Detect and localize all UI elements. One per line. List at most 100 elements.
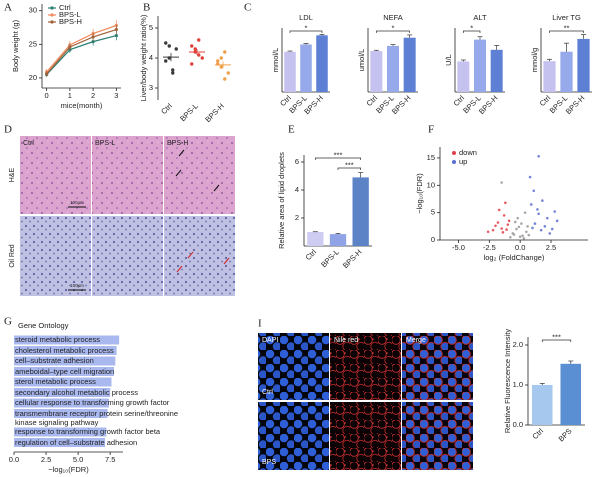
point [537, 155, 540, 158]
y-axis-label: Relative Fluorescence Intensity [503, 329, 512, 433]
x-axis-label: mice(month) [61, 101, 103, 110]
chart-title: Liver TG [552, 13, 581, 22]
point [197, 53, 201, 57]
point [500, 181, 503, 184]
x-tick-label: -5.0 [452, 243, 465, 252]
legend-marker [452, 160, 456, 164]
row-label: H&E [9, 167, 16, 182]
significance-bracket [375, 30, 411, 33]
bar [490, 49, 503, 92]
point [223, 50, 227, 54]
point [553, 210, 556, 213]
point [494, 224, 497, 228]
chart-title: ALT [473, 13, 487, 22]
point [515, 227, 518, 231]
chart-title: Gene Ontology [18, 321, 69, 330]
point [543, 225, 547, 228]
bar [543, 61, 556, 92]
label-box: response to transforming growth factor b… [15, 427, 160, 436]
y-tick-label: 4 [149, 53, 153, 62]
y-tick-label: 0 [431, 235, 435, 244]
y-tick-label: 2 [295, 213, 299, 222]
bar [560, 363, 582, 425]
bar [316, 35, 328, 92]
point [536, 208, 539, 211]
line [46, 28, 117, 75]
y-tick-label: regulation of cell–substrate adhesion [15, 437, 138, 447]
point [164, 41, 168, 45]
label-box: transmembrane receptor protein serine/th… [15, 408, 179, 428]
point [164, 59, 168, 63]
legend-label: up [459, 157, 467, 166]
column-label: DAPI [262, 337, 278, 344]
x-tick-label: 1 [68, 91, 72, 100]
chart-title: NEFA [383, 13, 403, 22]
image [164, 216, 235, 296]
bar [14, 346, 117, 355]
x-tick-label: BPS-L [178, 101, 200, 123]
bar [387, 45, 399, 92]
point [491, 228, 495, 232]
y-tick-label: cell–substrate adhesion [15, 356, 94, 365]
significance-label: *** [345, 160, 354, 169]
point [200, 56, 204, 60]
x-tick-label: 0 [45, 91, 49, 100]
marker [68, 45, 72, 49]
point [517, 225, 521, 229]
arrows [175, 149, 220, 192]
significance-bracket [462, 30, 481, 33]
bar [403, 37, 416, 92]
panel-label: E [288, 124, 295, 136]
panel-label: G [4, 316, 12, 328]
point [523, 211, 527, 214]
y-tick-label: transmembrane receptor protein serine/th… [15, 408, 179, 428]
y-axis-label: Liver/body weight ratio(%) [139, 14, 148, 101]
scale-bar-label: 100μm [70, 283, 84, 288]
bar [307, 232, 324, 246]
point [497, 208, 501, 212]
image [258, 402, 329, 470]
y-tick-label: 10 [427, 180, 435, 189]
legend-label: Ctrl [59, 3, 71, 12]
y-axis-label: Relative area of lipid droplets [277, 152, 286, 249]
bar [14, 335, 120, 345]
x-tick-label: 0.0 [9, 455, 19, 464]
x-tick-label: 3 [114, 91, 118, 100]
fluorescence-grid: DAPI Nile red Merge Ctrl BPS [258, 333, 473, 470]
y-tick-label: sterol metabolic process [15, 377, 96, 386]
chart: G 0.0 2.5 5.0 7.5 −log₁₀(FDR) Gene Ontology ste… [4, 316, 179, 474]
point [532, 189, 536, 193]
legend-label: down [459, 148, 477, 157]
significance-label: * [392, 23, 395, 32]
bar [14, 388, 111, 397]
x-tick-label: -2.5 [483, 243, 496, 252]
x-tick-label: BPS-H [341, 247, 364, 270]
bar [14, 409, 108, 418]
y-tick-label: 15 [427, 153, 435, 162]
legend-marker [452, 151, 456, 155]
scale-bar-label: 100μm [70, 200, 84, 205]
point [506, 223, 510, 226]
bar [284, 51, 296, 92]
image [20, 216, 91, 296]
column-label: Ctrl [23, 140, 34, 147]
bar [14, 377, 112, 387]
point [526, 225, 529, 228]
significance-bracket [541, 339, 572, 342]
point [171, 68, 175, 72]
label-box: secondary alcohol metabolic process [15, 388, 138, 397]
label-box: sterol metabolic process [15, 377, 96, 386]
point [486, 230, 490, 234]
marker [91, 40, 95, 44]
significance-bracket [289, 30, 323, 33]
point [219, 56, 223, 60]
marker [114, 27, 118, 32]
row-label: Oil Red [9, 244, 16, 267]
panel-label: B [143, 2, 150, 14]
image [402, 402, 473, 470]
x-tick-label: 5.0 [73, 455, 83, 464]
point [531, 226, 534, 230]
